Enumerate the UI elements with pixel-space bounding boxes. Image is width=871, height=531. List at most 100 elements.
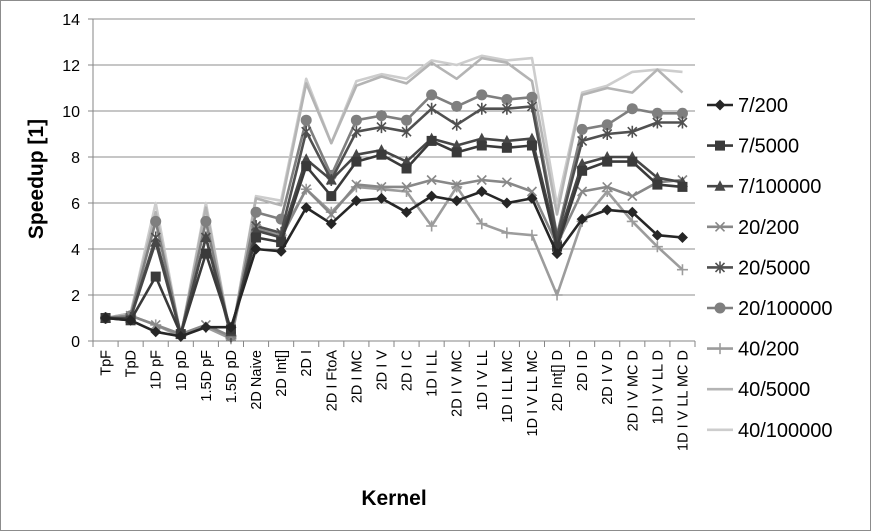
legend-item: 20/200 xyxy=(707,217,799,239)
data-point xyxy=(301,184,312,195)
data-point xyxy=(626,206,638,218)
data-point xyxy=(551,248,563,260)
y-tick-label: 14 xyxy=(62,12,80,29)
y-tick-label: 0 xyxy=(71,334,80,351)
data-point xyxy=(476,218,488,230)
data-point xyxy=(501,197,513,209)
y-tick-label: 4 xyxy=(71,242,80,259)
legend-label: 7/200 xyxy=(738,95,788,117)
x-tick-label: 1D I V LL MC D xyxy=(675,350,691,451)
data-point xyxy=(451,118,462,131)
data-point xyxy=(426,174,437,186)
data-point xyxy=(125,314,137,326)
data-point xyxy=(651,171,663,183)
x-tick-label: 1D I V LL xyxy=(475,350,491,410)
x-tick-label: TpD xyxy=(124,350,140,377)
data-point xyxy=(250,243,262,255)
data-point xyxy=(250,224,262,236)
data-point xyxy=(426,89,438,101)
data-point xyxy=(676,232,688,243)
data-point xyxy=(676,264,688,276)
data-point xyxy=(526,229,538,241)
data-point xyxy=(325,218,337,230)
data-point xyxy=(626,215,638,227)
x-tick-label: 1D I V LL MC xyxy=(525,350,541,437)
data-point xyxy=(175,330,187,342)
data-point xyxy=(326,191,337,202)
data-point xyxy=(576,213,588,225)
data-point xyxy=(476,186,488,197)
x-tick-label: 1D I LL xyxy=(425,350,441,397)
data-point xyxy=(602,128,613,140)
series-line xyxy=(105,137,683,336)
x-tick-label: 2D I FtoA xyxy=(324,350,340,412)
data-point xyxy=(401,206,413,218)
legend-label: 20/100000 xyxy=(738,298,833,320)
series-7-5000 xyxy=(100,135,688,340)
data-point xyxy=(100,312,112,324)
legend-item: 7/5000 xyxy=(707,136,799,158)
x-tick-label: 1D I V LL D xyxy=(650,350,666,424)
data-point xyxy=(225,321,237,333)
x-tick-label: TpF xyxy=(99,350,115,376)
data-point xyxy=(150,236,162,247)
data-point xyxy=(426,102,437,115)
y-axis-ticks: 0 2 4 6 8 10 12 14 xyxy=(62,12,93,351)
y-tick-label: 10 xyxy=(62,104,80,121)
legend-item: 20/100000 xyxy=(707,298,833,320)
legend-label: 7/5000 xyxy=(738,136,799,158)
data-point xyxy=(350,195,362,207)
series-line xyxy=(105,56,684,341)
data-point xyxy=(200,215,212,227)
data-point xyxy=(652,179,663,190)
x-axis-title: Kernel xyxy=(361,487,426,510)
data-point xyxy=(350,148,362,160)
series-line xyxy=(105,139,683,336)
data-point xyxy=(376,181,387,192)
data-point xyxy=(300,202,312,214)
data-point xyxy=(651,229,663,241)
data-point xyxy=(677,116,688,129)
data-point xyxy=(250,206,262,218)
data-point xyxy=(601,204,613,216)
legend-label: 40/200 xyxy=(738,339,799,361)
data-point xyxy=(715,140,725,151)
data-point xyxy=(451,139,463,150)
data-point xyxy=(627,191,638,202)
x-tick-label: 2D I C xyxy=(400,350,416,391)
data-point xyxy=(601,119,613,131)
data-point xyxy=(401,114,413,126)
data-point xyxy=(200,248,211,259)
data-point xyxy=(275,245,287,257)
data-point xyxy=(577,165,588,176)
x-tick-label: 1.5D pF xyxy=(199,350,215,402)
data-point xyxy=(376,149,387,160)
data-point xyxy=(150,271,161,282)
legend-item: 7/200 xyxy=(707,95,788,117)
series-layer xyxy=(100,54,688,345)
data-point xyxy=(375,192,387,204)
y-axis-title: Speedup [1] xyxy=(25,119,48,239)
x-tick-label: 2D Int[] D xyxy=(550,350,566,411)
data-point xyxy=(714,221,726,232)
data-point xyxy=(351,179,362,190)
data-point xyxy=(576,157,588,169)
data-point xyxy=(526,132,538,144)
data-point xyxy=(350,114,362,126)
data-point xyxy=(401,125,412,138)
data-point xyxy=(714,99,726,111)
legend-item: 7/100000 xyxy=(707,176,821,198)
data-point xyxy=(401,163,412,174)
data-point xyxy=(577,134,588,147)
data-point xyxy=(602,156,613,167)
data-point xyxy=(526,186,538,197)
data-point xyxy=(426,135,437,146)
data-point xyxy=(501,134,513,146)
data-point xyxy=(526,140,537,151)
data-point xyxy=(627,125,638,138)
y-tick-label: 8 xyxy=(71,150,80,167)
data-point xyxy=(501,142,512,153)
data-point xyxy=(677,181,688,192)
data-point xyxy=(351,156,362,167)
